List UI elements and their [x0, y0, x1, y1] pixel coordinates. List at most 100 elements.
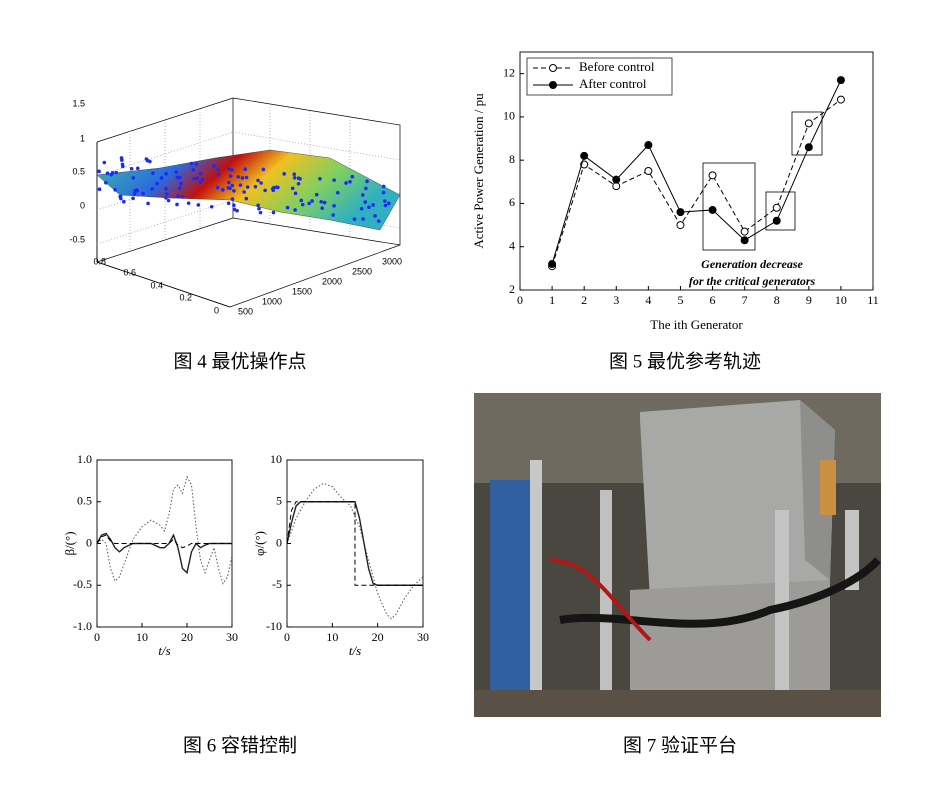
scatter-dot: [274, 185, 279, 189]
scatter-dot: [227, 180, 231, 185]
highlight-box: [765, 191, 796, 231]
scatter-dot: [331, 213, 335, 217]
x-axis-label: t/s: [349, 643, 361, 658]
scatter-dot: [191, 168, 196, 172]
x-tick-label: 0: [94, 630, 100, 644]
x-tick-label: 10: [326, 630, 338, 644]
x-tick-label: 20: [181, 630, 193, 644]
plot-frame: [519, 51, 874, 291]
x-tick-label: 6: [710, 293, 716, 307]
scatter-dot: [131, 196, 135, 201]
series-line: [551, 99, 842, 267]
scatter-dot: [228, 174, 233, 178]
scatter-dot: [271, 188, 276, 193]
scatter-dot: [256, 203, 260, 208]
scatter-dot: [198, 171, 203, 176]
scatter-dot: [296, 181, 301, 186]
point-marker: [740, 227, 749, 236]
scatter-dot: [244, 196, 249, 201]
y-tick-label: 10: [503, 109, 515, 123]
scatter-dot: [212, 163, 216, 168]
x-tick-label: 1: [549, 293, 555, 307]
y-tick-label: 0.8: [93, 256, 106, 266]
scatter-dot: [352, 217, 357, 221]
scatter-dot: [180, 195, 185, 199]
x-tick-label: 30: [417, 630, 429, 644]
x-tick-label: 2500: [352, 266, 372, 276]
scatter-dot: [258, 210, 263, 215]
y-tick-label: 0: [276, 535, 282, 549]
scatter-dot: [245, 185, 250, 189]
scatter-dots: [97, 156, 391, 223]
scatter-dot: [381, 190, 386, 195]
x-tick-label: 0: [284, 630, 290, 644]
y-tick-label: 12: [503, 65, 515, 79]
scatter-dot: [141, 191, 145, 196]
scatter-dot: [373, 214, 377, 218]
z-tick-label: 1.5: [72, 98, 85, 108]
scatter-dot: [159, 176, 164, 180]
scatter-dot: [196, 203, 201, 207]
scatter-dot: [282, 172, 287, 176]
caption: 图 4 最优操作点: [173, 350, 306, 372]
scatter-dot: [110, 171, 115, 175]
y-tick-label: 8: [509, 152, 515, 166]
scatter-dot: [348, 179, 352, 184]
scatter-dot: [186, 201, 191, 205]
point-marker: [644, 167, 653, 175]
scatter-dot: [97, 187, 102, 192]
scatter-dot: [216, 172, 221, 177]
x-tick-label: 4: [645, 293, 651, 307]
scatter-dot: [320, 206, 324, 211]
scatter-dot: [136, 166, 140, 171]
scatter-dot: [200, 177, 205, 181]
point-marker: [804, 119, 813, 128]
z-tick-label: 1: [80, 133, 85, 143]
x-tick-label: 11: [867, 293, 879, 307]
highlight-box: [702, 162, 756, 251]
scatter-dot: [261, 167, 266, 172]
figure-4: [96, 97, 401, 308]
scatter-dot: [332, 204, 336, 208]
y-tick-label: 0.4: [150, 280, 163, 290]
y-tick-label: 0.6: [123, 267, 136, 277]
scatter-dot: [178, 175, 182, 180]
scatter-dot: [359, 206, 364, 211]
captions: 图 4 最优操作点 图 5 最优参考轨迹 图 6 容错控制 图 7 验证平台: [173, 350, 761, 756]
scatter-dot: [230, 183, 235, 188]
scatter-dot: [298, 177, 302, 181]
scatter-dot: [165, 192, 169, 196]
scatter-dot: [292, 175, 297, 180]
scatter-dot: [230, 197, 235, 201]
scatter-dot: [383, 199, 387, 203]
x-tick-label: 5: [677, 293, 683, 307]
y-tick-label: 10: [270, 452, 282, 466]
legend-box: [526, 57, 673, 96]
scatter-dot: [243, 167, 248, 171]
point-marker: [708, 205, 717, 214]
scatter-dot: [118, 194, 122, 199]
figure-4-ticks: 1.5 1 0.5 0 -0.5 0.8 0.6 0.4 0.2 0 500 1…: [69, 98, 402, 316]
caption: 图 6 容错控制: [183, 734, 297, 756]
point-marker: [804, 143, 813, 152]
scatter-dot: [164, 172, 168, 176]
scatter-dot: [271, 210, 276, 215]
y-tick-label: 4: [509, 238, 515, 252]
series-line: [286, 501, 423, 586]
point-marker: [580, 151, 589, 160]
scatter-dot: [257, 206, 261, 211]
scatter-dot: [121, 164, 125, 169]
x-tick-label: 2000: [322, 276, 342, 286]
x-tick-label: 3000: [382, 256, 402, 266]
legend-marker: [549, 81, 557, 89]
y-tick-label: -1.0: [73, 619, 92, 633]
scatter-dot: [232, 189, 236, 193]
scatter-dot: [146, 201, 150, 206]
scatter-dot: [319, 199, 324, 204]
scatter-dot: [131, 176, 136, 180]
y-tick-label: 2: [509, 282, 515, 296]
point-marker: [836, 95, 845, 104]
x-tick-label: 20: [372, 630, 384, 644]
scatter-dot: [371, 203, 375, 207]
series-line: [96, 534, 232, 549]
